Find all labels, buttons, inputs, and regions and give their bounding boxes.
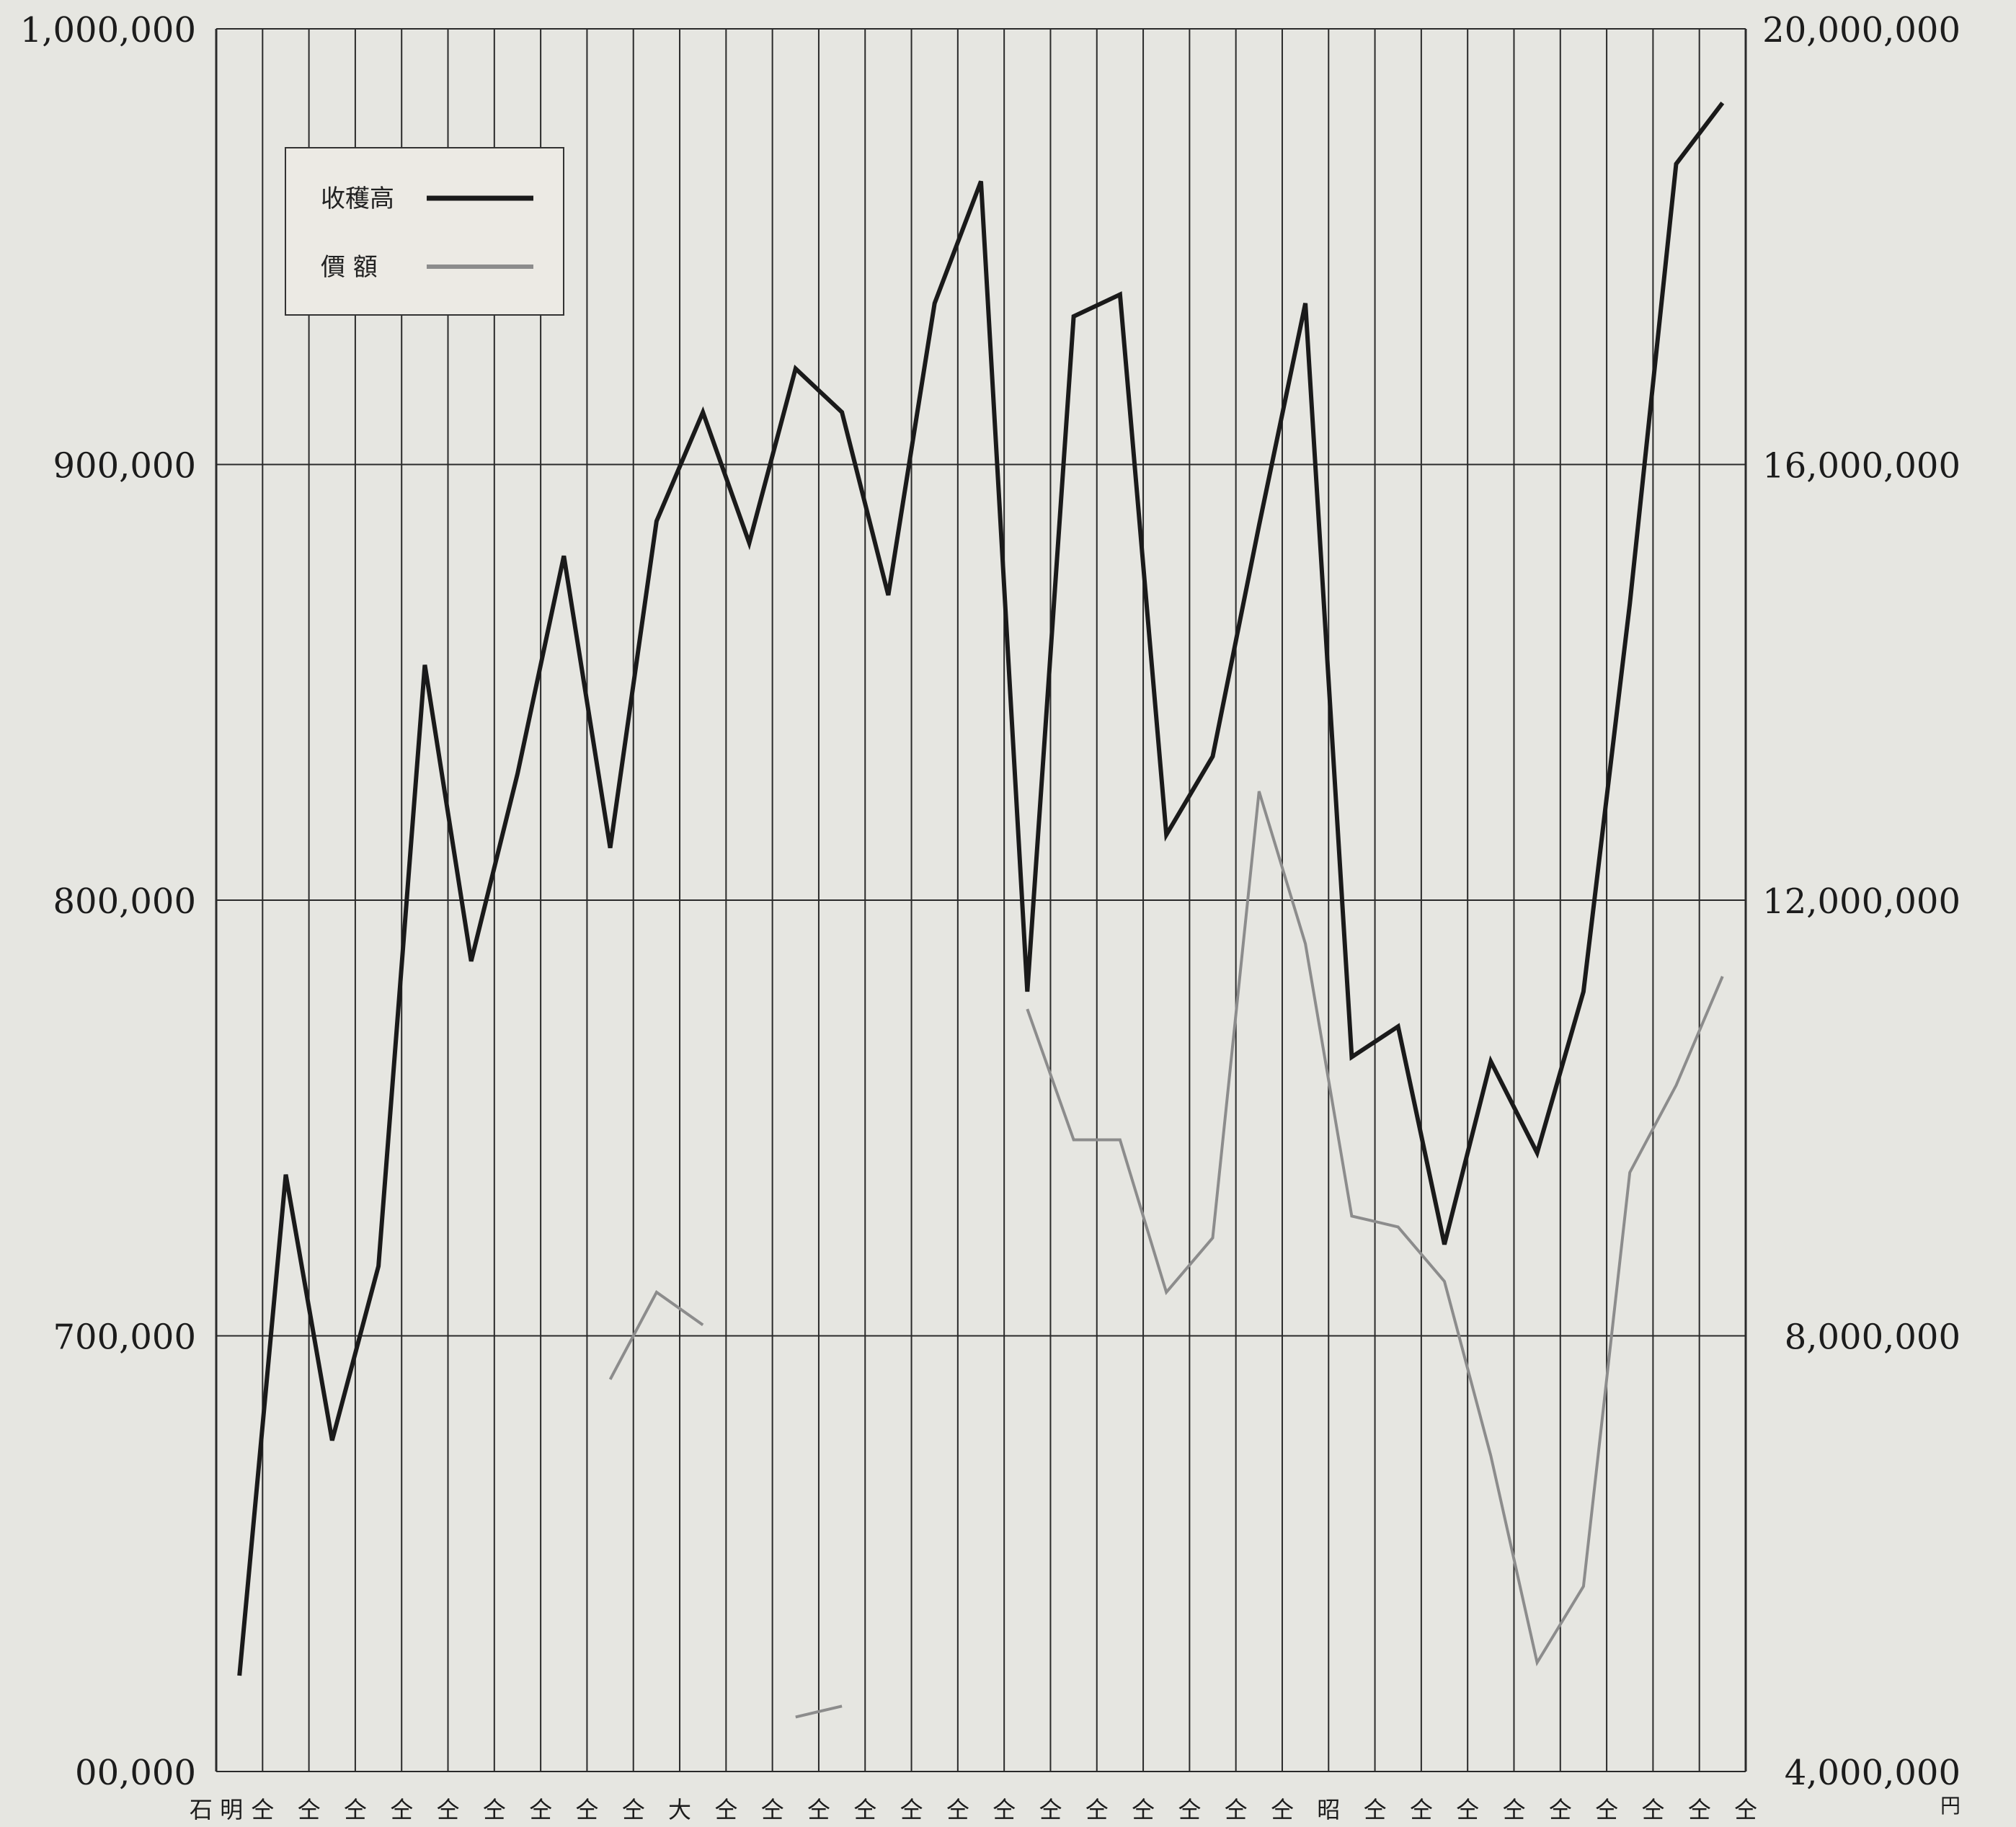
series-line-value [795, 1704, 843, 1719]
x-axis-category-label: 仝 [1085, 1796, 1109, 1823]
right-axis-tick-label: 4,000,000 [1785, 1753, 1961, 1793]
series-line-value [608, 1290, 704, 1380]
x-axis-category-label: 仝 [1225, 1796, 1248, 1823]
series-group [237, 101, 1725, 1719]
x-axis-category-label: 仝 [251, 1796, 274, 1823]
right-axis-tick-label: 20,000,000 [1762, 10, 1961, 50]
left-axis-tick-label: 00,000 [75, 1753, 196, 1793]
x-axis-category-label: 仝 [575, 1796, 598, 1823]
legend-entry-label: 收穫高 [321, 185, 394, 213]
x-axis-category-label: 仝 [1178, 1796, 1201, 1823]
x-axis-category-label: 仝 [1132, 1796, 1155, 1823]
x-axis-category-label: 仝 [900, 1796, 923, 1823]
x-axis-category-label: 仝 [344, 1796, 367, 1823]
axes: 1,000,000 900,000 800,000 700,000 00,000 20,0… [20, 10, 1961, 1823]
x-axis-category-label: 仝 [622, 1796, 645, 1823]
x-axis-category-label: 仝 [993, 1796, 1016, 1823]
legend-box [285, 147, 564, 316]
right-axis-tick-label: 8,000,000 [1785, 1317, 1961, 1358]
x-axis-category-label: 仝 [946, 1796, 969, 1823]
legend-entry-label: 價 額 [321, 253, 378, 282]
x-axis-category-label: 仝 [1734, 1796, 1757, 1823]
x-axis-category-label: 仝 [1595, 1796, 1618, 1823]
grid [215, 28, 1747, 1772]
right-axis-tick-label: 12,000,000 [1762, 881, 1961, 922]
x-axis-category-label: 石 明 [190, 1796, 243, 1823]
left-axis-tick-label: 1,000,000 [20, 10, 196, 50]
x-axis-category-label: 仝 [1410, 1796, 1433, 1823]
x-axis-category-label: 仝 [529, 1796, 552, 1823]
x-axis-category-label: 仝 [298, 1796, 321, 1823]
x-axis-category-label: 昭 [1317, 1796, 1340, 1823]
series-line-value [1026, 791, 1724, 1667]
x-axis-category-label: 仝 [1502, 1796, 1525, 1823]
x-axis-category-label: 仝 [1641, 1796, 1664, 1823]
x-axis-category-label: 仝 [1688, 1796, 1711, 1823]
x-axis-category-label: 仝 [1271, 1796, 1294, 1823]
left-axis-tick-label: 900,000 [53, 446, 197, 486]
x-axis-category-label: 仝 [714, 1796, 737, 1823]
x-axis-category-label: 大 [668, 1796, 691, 1823]
right-axis-unit: 円 [1940, 1794, 1961, 1818]
x-axis-category-label: 仝 [483, 1796, 506, 1823]
x-axis-category-label: 仝 [761, 1796, 784, 1823]
x-axis-category-label: 仝 [1364, 1796, 1387, 1823]
x-axis-category-label: 仝 [853, 1796, 876, 1823]
x-axis-category-label: 仝 [1549, 1796, 1572, 1823]
left-axis-tick-label: 700,000 [53, 1317, 197, 1358]
x-axis-category-label: 仝 [1039, 1796, 1062, 1823]
right-axis-tick-label: 16,000,000 [1762, 446, 1961, 486]
x-axis-category-label: 仝 [1456, 1796, 1479, 1823]
x-axis-category-label: 仝 [437, 1796, 460, 1823]
x-axis-category-label: 仝 [390, 1796, 413, 1823]
series-line-harvest [237, 101, 1725, 1676]
left-axis-tick-label: 800,000 [53, 881, 197, 922]
x-axis-category-label: 仝 [807, 1796, 830, 1823]
